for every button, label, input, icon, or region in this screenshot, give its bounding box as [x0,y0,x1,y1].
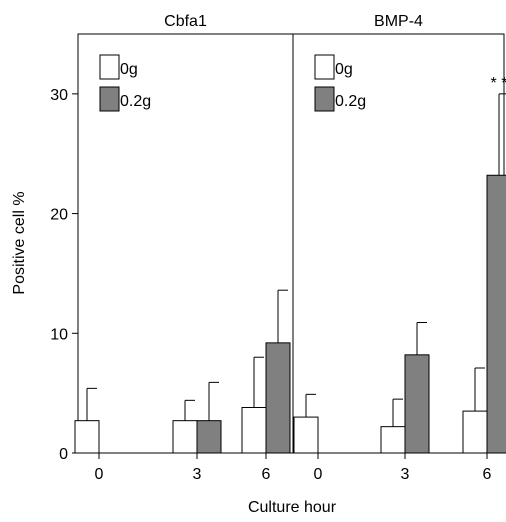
legend-swatch [99,86,120,112]
bar [265,342,291,454]
bar [293,416,319,454]
bar [380,426,406,454]
panel-title: Cbfa1 [164,13,207,30]
x-tick-label: 3 [193,466,202,483]
bar [404,354,430,454]
bar [196,420,222,454]
panel-cbfa1: Cbfa1 0g 0.2g 0 3 6 [74,13,291,483]
y-tick-label: 20 [50,207,68,224]
bar [74,420,100,454]
legend-label: 0g [120,61,138,78]
legend-label: 0.2g [335,93,366,110]
y-axis: 0 10 20 30 [50,87,78,463]
bar [172,420,198,454]
y-tick-label: 10 [50,326,68,343]
y-tick-label: 0 [59,446,68,463]
x-tick-label: 6 [483,466,492,483]
legend-swatch [99,54,120,80]
x-axis-label: Culture hour [248,499,337,516]
panel-title: BMP-4 [374,13,423,30]
x-tick-label: 6 [262,466,271,483]
legend-swatch [314,54,335,80]
x-tick-label: 0 [314,466,323,483]
significance-marker: * * [491,75,506,92]
legend-label: 0.2g [120,93,151,110]
bar [486,174,506,454]
legend-swatch [314,86,335,112]
x-tick-label: 3 [401,466,410,483]
bar [241,407,267,454]
legend-label: 0g [335,61,353,78]
panel-bmp-4: BMP-4 0g 0.2g 0 3 6 * * [293,13,506,483]
y-tick-label: 30 [50,87,68,104]
x-tick-label: 0 [95,466,104,483]
chart-panels: Cbfa1 0g 0.2g 0 3 6 BMP-4 0g 0.2g 0 3 6 * * [74,13,506,483]
y-axis-label: Positive cell % [11,191,28,294]
bar [462,410,488,454]
